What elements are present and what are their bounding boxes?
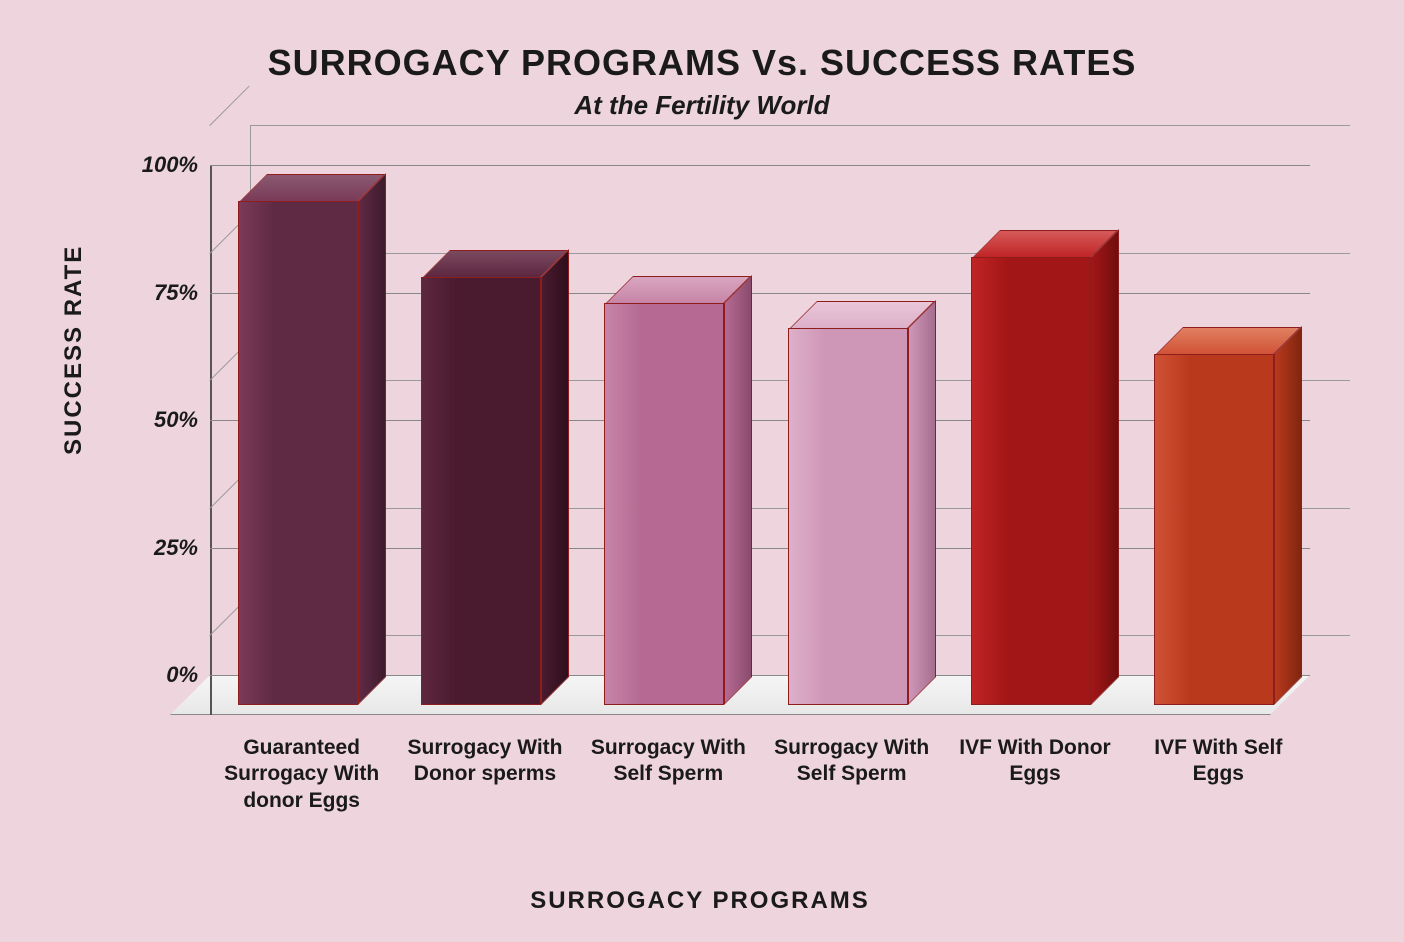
bar (788, 328, 908, 705)
bar (971, 257, 1091, 705)
bar (604, 303, 724, 705)
bar-front (971, 257, 1091, 705)
bar-side (1091, 229, 1119, 705)
bar (421, 277, 541, 705)
bar-front (238, 201, 358, 705)
chart-subtitle: At the Fertility World (0, 90, 1404, 121)
y-tick-label: 75% (130, 280, 210, 306)
bar-front (604, 303, 724, 705)
y-axis-title: SUCCESS RATE (60, 245, 88, 455)
y-tick-label: 25% (130, 535, 210, 561)
plot-area: 0%25%50%75%100% (210, 165, 1310, 675)
bar-front (788, 328, 908, 705)
y-tick-label: 0% (130, 662, 210, 688)
bar-side (1274, 326, 1302, 705)
x-tick-label: IVF With Donor Eggs (943, 735, 1126, 788)
bar-side (358, 173, 386, 705)
bar-side (541, 249, 569, 705)
bar-side (908, 300, 936, 705)
y-tick-label: 100% (130, 152, 210, 178)
bar (1154, 354, 1274, 705)
bar-front (1154, 354, 1274, 705)
x-tick-label: Guaranteed Surrogacy With donor Eggs (210, 735, 393, 814)
bar-side (724, 275, 752, 705)
x-tick-label: Surrogacy With Donor sperms (393, 735, 576, 788)
bar (238, 201, 358, 705)
bars-container (210, 165, 1310, 675)
x-tick-label: Surrogacy With Self Sperm (760, 735, 943, 788)
chart-area: SUCCESS RATE 0%25%50%75%100% Guaranteed … (70, 155, 1330, 875)
x-tick-label: Surrogacy With Self Sperm (577, 735, 760, 788)
y-tick-label: 50% (130, 407, 210, 433)
x-axis-title: SURROGACY PROGRAMS (70, 887, 1330, 915)
bar-front (421, 277, 541, 705)
x-tick-label: IVF With Self Eggs (1127, 735, 1310, 788)
chart-title: SURROGACY PROGRAMS Vs. SUCCESS RATES (0, 0, 1404, 84)
